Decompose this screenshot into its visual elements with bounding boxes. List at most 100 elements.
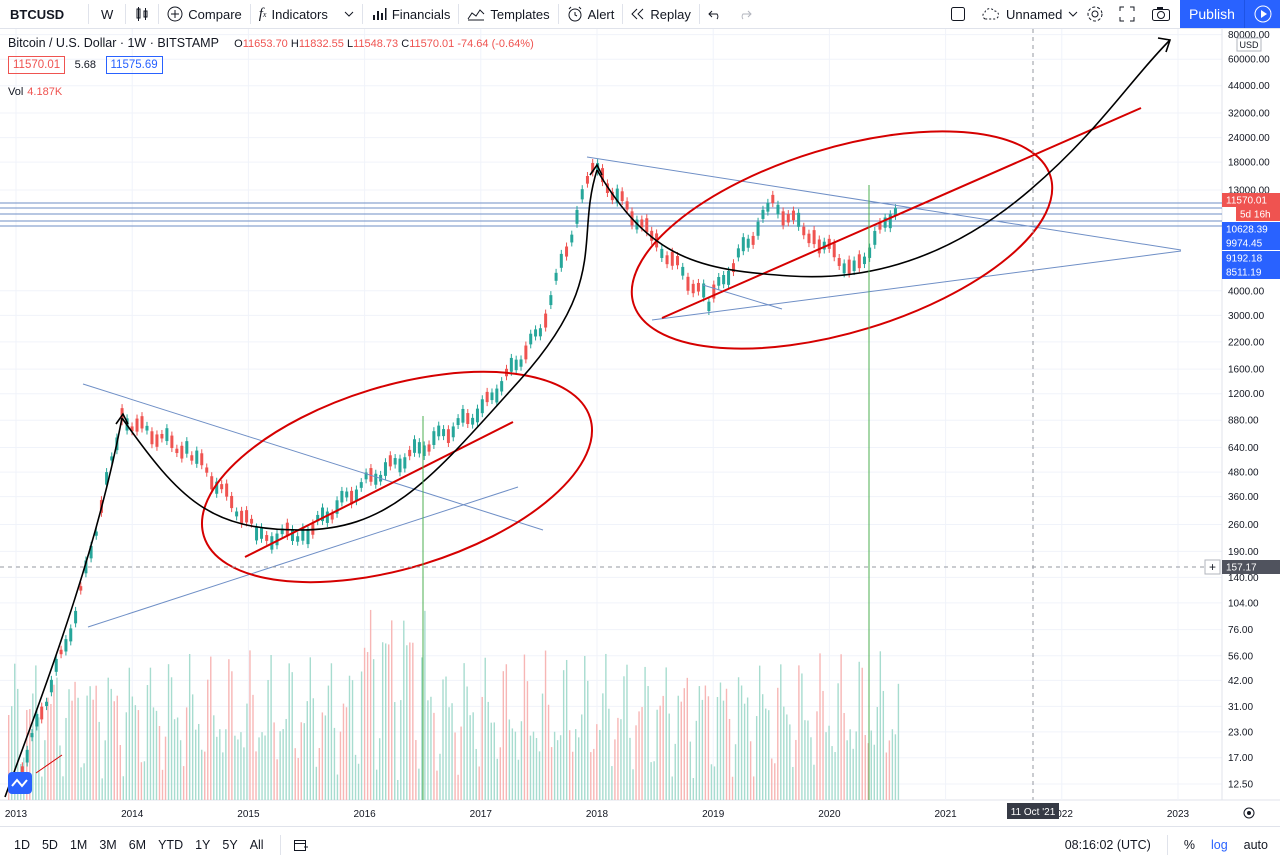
candle-body <box>105 472 109 485</box>
candle-body <box>702 283 706 298</box>
symbol-search[interactable]: BTCUSD <box>10 6 65 22</box>
publish-play-button[interactable] <box>1244 0 1280 28</box>
candle-body <box>205 467 209 473</box>
range-1d[interactable]: 1D <box>14 838 30 852</box>
replay-button[interactable]: Replay <box>623 0 698 28</box>
candle-body <box>832 243 836 258</box>
volume-bar <box>158 725 161 800</box>
volume-bar <box>394 702 396 800</box>
candle-body <box>422 445 426 457</box>
clock-time[interactable]: 08:16:02 (UTC) <box>1064 838 1151 852</box>
candle-body <box>250 518 254 524</box>
volume-bar <box>834 752 836 800</box>
volume-bar <box>143 761 146 800</box>
volume-bar <box>204 751 206 800</box>
range-ytd[interactable]: YTD <box>158 838 184 852</box>
volume-bar <box>514 731 517 800</box>
volume-bar <box>659 705 661 800</box>
arrow-head <box>115 412 129 425</box>
candle-body <box>59 649 63 655</box>
goto-date-button[interactable] <box>293 837 309 853</box>
range-5d[interactable]: 5D <box>41 838 58 852</box>
candle-body <box>275 533 279 546</box>
candle-body <box>565 246 569 257</box>
fullscreen-button[interactable] <box>1119 0 1135 28</box>
redo-button[interactable] <box>730 0 760 28</box>
volume-bar <box>430 696 432 800</box>
templates-button[interactable]: Templates <box>459 0 557 28</box>
volume-bar <box>225 729 227 800</box>
volume-bar <box>858 661 860 800</box>
candle-body <box>89 545 93 559</box>
snapshot-button[interactable] <box>1151 0 1171 28</box>
candle-body <box>868 247 872 258</box>
range-6m[interactable]: 6M <box>128 838 147 852</box>
interval-button[interactable]: W <box>101 6 114 22</box>
volume-bar <box>469 715 471 800</box>
candle-body <box>240 510 244 524</box>
volume-bar <box>198 723 200 800</box>
candle-body <box>364 472 368 480</box>
candle-body <box>220 484 224 490</box>
high-value: 11832.55 <box>298 38 344 50</box>
candle-body <box>873 230 877 245</box>
volume-bar <box>98 721 100 800</box>
sell-price-button[interactable]: 11570.01 <box>8 56 66 74</box>
volume-bar <box>17 688 19 800</box>
range-1y[interactable]: 1Y <box>195 838 211 852</box>
candle-body <box>64 639 68 652</box>
volume-bar <box>629 737 631 800</box>
candle-body <box>40 706 44 720</box>
candle-body <box>500 381 504 392</box>
volume-bar <box>372 659 375 800</box>
candle-body <box>620 191 624 202</box>
volume-bar <box>267 679 269 800</box>
volume-bar <box>270 654 272 800</box>
publish-button[interactable]: Publish <box>1180 0 1244 28</box>
play-circle-icon <box>1254 5 1272 23</box>
divider <box>249 4 251 24</box>
volume-bar <box>783 706 785 800</box>
candle-body <box>471 417 475 425</box>
price-tick-label: 880.00 <box>1228 416 1259 427</box>
range-all[interactable]: All <box>249 838 264 852</box>
candle-body <box>786 214 790 223</box>
volume-bar <box>381 642 384 800</box>
volume-bar <box>541 693 544 800</box>
fullscreen-toggle[interactable] <box>950 0 966 28</box>
indicators-dropdown[interactable] <box>336 0 362 28</box>
candle-body <box>200 453 204 466</box>
settings-button[interactable] <box>1086 0 1104 28</box>
layout-button[interactable]: Unnamed <box>980 0 1078 28</box>
range-1m[interactable]: 1M <box>69 838 88 852</box>
buy-price-button[interactable]: 11575.69 <box>105 56 163 74</box>
volume-bar <box>366 652 369 800</box>
alert-button[interactable]: Alert <box>559 0 623 28</box>
auto-scale-toggle[interactable]: auto <box>1243 838 1268 852</box>
volume-bar <box>707 696 710 800</box>
compare-button[interactable]: Compare <box>159 0 249 28</box>
volume-bar <box>472 712 474 800</box>
range-5y[interactable]: 5Y <box>222 838 238 852</box>
volume-bar <box>128 667 131 800</box>
price-chart[interactable]: 80000.00 60000.00 44000.00 32000.00 24000.00… <box>0 29 1280 826</box>
log-scale-toggle[interactable]: log <box>1210 838 1228 852</box>
trend-line <box>82 383 544 531</box>
undo-button[interactable] <box>700 0 730 28</box>
volume-bar <box>478 766 480 800</box>
volume-bar <box>137 710 140 800</box>
volume-bar <box>888 740 891 800</box>
financials-button[interactable]: Financials <box>363 0 459 28</box>
volume-bar <box>155 710 158 800</box>
volume-bar <box>505 664 508 800</box>
volume-bar <box>375 769 378 800</box>
candle-body <box>475 408 479 423</box>
volume-bar <box>620 719 622 800</box>
range-3m[interactable]: 3M <box>99 838 117 852</box>
volume-bar <box>686 677 688 800</box>
volume-bar <box>565 659 568 800</box>
percent-scale-toggle[interactable]: % <box>1183 838 1195 852</box>
annotation-trendline <box>35 754 63 774</box>
chart-style-button[interactable] <box>126 0 158 28</box>
